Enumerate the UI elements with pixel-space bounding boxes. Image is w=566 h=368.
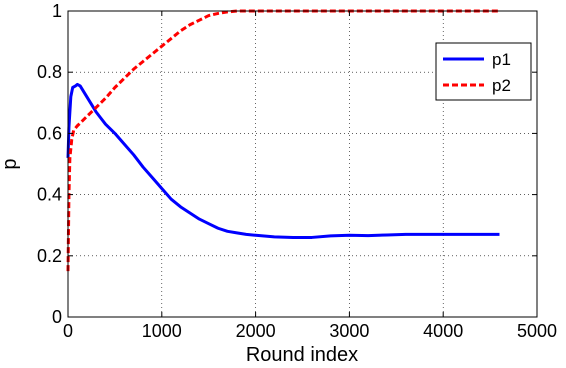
y-tick-label: 0.8	[37, 62, 62, 82]
y-tick-label: 1	[52, 1, 62, 21]
legend-box	[435, 42, 532, 101]
grid-lines	[68, 11, 537, 317]
y-tick-label: 0	[52, 307, 62, 327]
axis-ticks: 0 1000 2000 3000 4000 5000 0 0.2 0.4 0.6 0.8 1	[37, 1, 557, 341]
y-tick-label: 0.4	[37, 185, 62, 205]
legend-label-p2: p2	[492, 76, 511, 95]
y-tick-label: 0.2	[37, 246, 62, 266]
x-axis-label: Round index	[246, 344, 358, 366]
x-tick-label: 5000	[517, 321, 557, 341]
series-line-p1	[66, 82, 500, 239]
x-tick-label: 2000	[236, 321, 276, 341]
x-tick-label: 0	[63, 321, 73, 341]
legend: p1 p2	[435, 42, 532, 101]
x-tick-label: 1000	[142, 321, 182, 341]
legend-label-p1: p1	[492, 50, 511, 69]
plot-frame	[67, 10, 538, 318]
y-axis-label: p	[0, 158, 21, 169]
x-tick-label: 4000	[423, 321, 463, 341]
y-tick-label: 0.6	[37, 123, 62, 143]
x-tick-label: 3000	[329, 321, 369, 341]
